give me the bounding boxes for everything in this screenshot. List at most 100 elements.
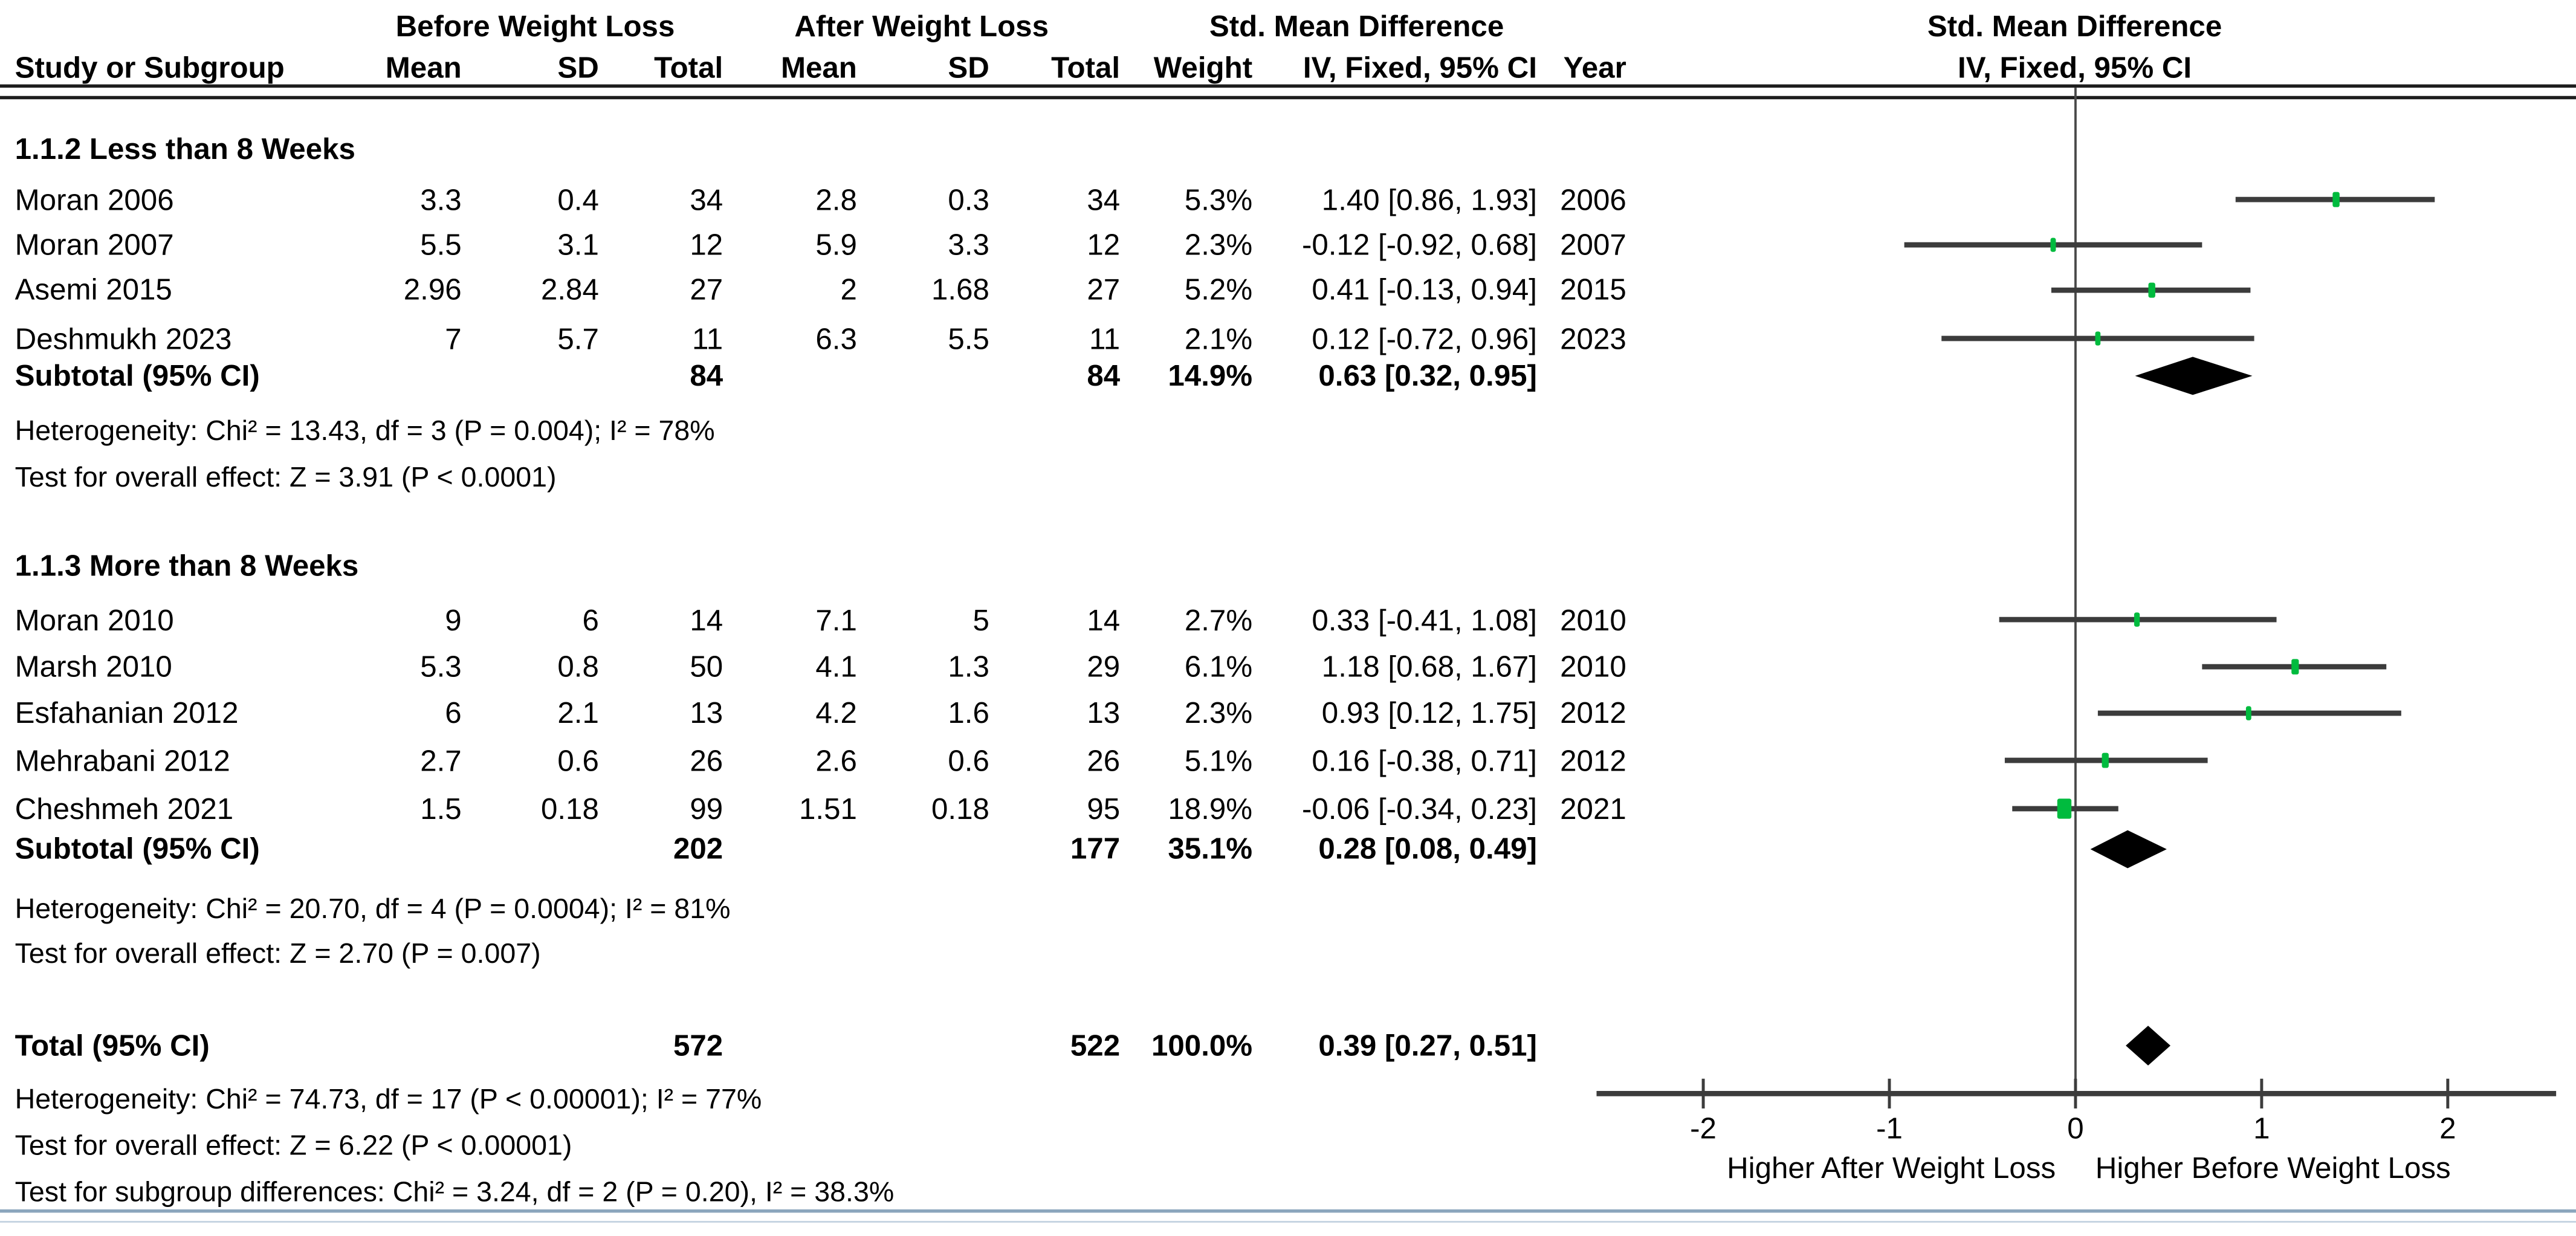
cell-ci: 0.93 [0.12, 1.75] (1321, 696, 1537, 730)
cell-total1: 572 (673, 1029, 723, 1063)
cell-mean1: 2.96 (403, 273, 462, 307)
cell-sd1: 0.6 (557, 743, 599, 777)
cell-sd1: 3.1 (557, 228, 599, 262)
cell-mean2: 1.51 (798, 792, 857, 826)
cell-sd1: 6 (582, 603, 599, 636)
cell-weight: 14.9% (1168, 359, 1253, 393)
point-marker (2102, 752, 2109, 768)
total-heterogeneity-text: Heterogeneity: Chi² = 74.73, df = 17 (P … (15, 1083, 762, 1115)
cell-mean2 (723, 1024, 857, 1067)
cell-ci: 0.28 [0.08, 0.49] (1318, 832, 1537, 866)
cell-study: Total (95% CI) (15, 1029, 210, 1063)
cell-mean1: 7 (445, 322, 462, 355)
cell-study: Marsh 2010 (15, 650, 172, 684)
cell-mean2: 4.1 (815, 650, 857, 684)
cell-study: Esfahanian 2012 (15, 696, 239, 730)
cell-sd1: 5.7 (557, 322, 599, 355)
cell-ci: -0.06 [-0.34, 0.23] (1301, 792, 1537, 826)
study-row: Moran 2007 5.5 3.1 12 5.9 3.3 12 2.3% -0.12 [-0.… (15, 224, 1626, 267)
cell-ci: 0.41 [-0.13, 0.94] (1312, 273, 1537, 307)
axis-tick-label: -1 (1876, 1111, 1903, 1145)
cell-sd2: 0.18 (931, 792, 989, 826)
cell-study: Moran 2010 (15, 603, 174, 636)
axis-tick-label: -2 (1690, 1111, 1717, 1145)
cell-year: 2006 (1560, 183, 1626, 216)
study-row: Deshmukh 2023 7 5.7 11 6.3 5.5 11 2.1% 0.12 [-0.… (15, 317, 1626, 360)
cell-ci: 0.33 [-0.41, 1.08] (1312, 603, 1537, 636)
subgroup-differences-text: Test for subgroup differences: Chi² = 3.… (15, 1176, 895, 1208)
cell-weight: 5.2% (1184, 273, 1253, 307)
cell-sd1 (462, 1024, 599, 1067)
point-marker (2148, 282, 2155, 298)
header-rule (0, 83, 2576, 99)
cell-total1: 12 (690, 228, 723, 262)
cell-weight: 35.1% (1168, 832, 1253, 866)
cell-ci: 0.39 [0.27, 0.51] (1318, 1029, 1537, 1063)
cell-total2: 177 (1070, 832, 1121, 866)
cell-total2: 95 (1087, 792, 1121, 826)
plot-title-line2: IV, Fixed, 95% CI (1958, 51, 2192, 85)
cell-year: 2010 (1560, 603, 1626, 636)
total-diamond (2126, 1026, 2170, 1066)
cell-weight: 2.7% (1184, 603, 1253, 636)
axis-tick-label: 1 (2253, 1111, 2270, 1145)
cell-ci: 1.18 [0.68, 1.67] (1321, 650, 1537, 684)
cell-total2: 522 (1070, 1029, 1121, 1063)
heterogeneity-text: Heterogeneity: Chi² = 13.43, df = 3 (P =… (15, 415, 715, 447)
cell-mean2: 4.2 (815, 696, 857, 730)
cell-year: 2012 (1560, 743, 1626, 777)
cell-weight: 6.1% (1184, 650, 1253, 684)
cell-study: Cheshmeh 2021 (15, 792, 234, 826)
axis-label-right: Higher Before Weight Loss (2095, 1151, 2451, 1185)
cell-study: Subtotal (95% CI) (15, 832, 260, 866)
cell-total1: 84 (690, 359, 723, 393)
cell-total1: 34 (690, 183, 723, 216)
cell-sd1: 0.8 (557, 650, 599, 684)
axis-tick-label: 2 (2439, 1111, 2456, 1145)
cell-mean1 (348, 827, 462, 870)
subtotal-row: Subtotal (95% CI) 84 84 14.9% 0.63 [0.32, 0.… (15, 354, 1626, 397)
cell-sd2 (857, 354, 989, 397)
cell-total1: 26 (690, 743, 723, 777)
study-row: Mehrabani 2012 2.7 0.6 26 2.6 0.6 26 5.1% 0.16 [… (15, 739, 1626, 781)
cell-year: 2015 (1560, 273, 1626, 307)
cell-year: 2021 (1560, 792, 1626, 826)
cell-weight: 2.3% (1184, 696, 1253, 730)
cell-year: 2010 (1560, 650, 1626, 684)
total-overall-effect-text: Test for overall effect: Z = 6.22 (P < 0… (15, 1130, 572, 1162)
study-row: Moran 2010 9 6 14 7.1 5 14 2.7% 0.33 [-0.41, 1.0… (15, 598, 1626, 641)
cell-sd2: 0.6 (948, 743, 989, 777)
subtotal-row: Subtotal (95% CI) 202 177 35.1% 0.28 [0.08, … (15, 827, 1626, 870)
cell-sd2: 1.6 (948, 696, 989, 730)
cell-study: Mehrabani 2012 (15, 743, 230, 777)
col-total2: Total (1051, 51, 1121, 85)
cell-mean1 (348, 1024, 462, 1067)
point-marker (2134, 612, 2140, 627)
cell-mean1: 9 (445, 603, 462, 636)
subgroup-label: 1.1.2 Less than 8 Weeks (15, 131, 355, 165)
study-row: Cheshmeh 2021 1.5 0.18 99 1.51 0.18 95 18.9% -0.… (15, 787, 1626, 830)
cell-year: 2007 (1560, 228, 1626, 262)
cell-total2: 27 (1087, 273, 1121, 307)
cell-weight: 5.3% (1184, 183, 1253, 216)
cell-total2: 12 (1087, 228, 1121, 262)
study-row: Marsh 2010 5.3 0.8 50 4.1 1.3 29 6.1% 1.18 [0.68… (15, 646, 1626, 688)
column-group-before: Before Weight Loss (395, 10, 675, 44)
cell-ci: 0.16 [-0.38, 0.71] (1312, 743, 1537, 777)
overall-effect-text: Test for overall effect: Z = 3.91 (P < 0… (15, 461, 557, 493)
cell-mean1: 1.5 (420, 792, 462, 826)
cell-mean2 (723, 354, 857, 397)
cell-weight: 5.1% (1184, 743, 1253, 777)
study-row: Moran 2006 3.3 0.4 34 2.8 0.3 34 5.3% 1.40 [0.86… (15, 178, 1626, 221)
point-marker (2050, 238, 2056, 252)
point-marker (2245, 706, 2251, 720)
cell-mean2: 2 (840, 273, 857, 307)
cell-study: Asemi 2015 (15, 273, 172, 307)
cell-mean2: 5.9 (815, 228, 857, 262)
cell-total2: 26 (1087, 743, 1121, 777)
cell-total2: 13 (1087, 696, 1121, 730)
cell-sd2: 0.3 (948, 183, 989, 216)
cell-year: 2012 (1560, 696, 1626, 730)
cell-total1: 50 (690, 650, 723, 684)
axis-label-left: Higher After Weight Loss (1727, 1151, 2056, 1185)
